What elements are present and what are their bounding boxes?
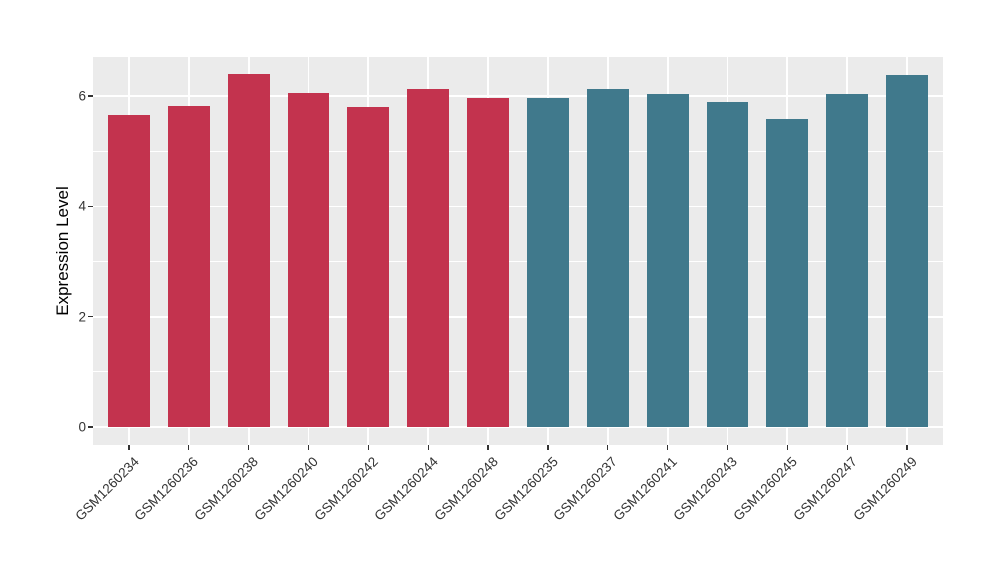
- y-tick-label-0: 0: [78, 419, 86, 435]
- x-tick-mark-GSM1260236: [188, 445, 190, 450]
- bar-GSM1260238: [227, 73, 270, 427]
- x-tick-mark-GSM1260241: [666, 445, 669, 450]
- x-tick-mark-GSM1260248: [487, 445, 489, 450]
- minor-gridline-y-3: [93, 261, 943, 263]
- x-tick-mark-GSM1260242: [367, 445, 370, 450]
- x-tick-label-GSM1260248: GSM1260248: [431, 454, 501, 524]
- x-tick-label-GSM1260247: GSM1260247: [790, 454, 860, 524]
- bar-GSM1260235: [526, 97, 569, 427]
- bar-GSM1260244: [407, 88, 450, 427]
- y-axis-title: Expression Level: [53, 186, 72, 316]
- bar-GSM1260245: [766, 119, 809, 428]
- x-tick-mark-GSM1260235: [547, 445, 549, 450]
- x-tick-mark-GSM1260244: [427, 445, 429, 450]
- x-tick-mark-GSM1260237: [607, 445, 609, 450]
- plot-panel: [93, 57, 943, 445]
- bar-GSM1260241: [646, 94, 689, 427]
- y-tick-mark-4: [88, 205, 93, 208]
- x-tick-mark-GSM1260238: [247, 445, 250, 450]
- y-tick-mark-6: [88, 95, 93, 97]
- bar-GSM1260243: [706, 102, 749, 428]
- major-gridline-y-4: [93, 205, 943, 208]
- x-tick-label-GSM1260245: GSM1260245: [730, 454, 800, 524]
- major-gridline-y-6: [93, 95, 943, 98]
- x-tick-mark-GSM1260240: [307, 445, 310, 450]
- y-tick-label-6: 6: [78, 88, 86, 104]
- bar-GSM1260236: [167, 106, 210, 428]
- minor-gridline-y-1: [93, 371, 943, 373]
- bar-GSM1260237: [586, 88, 629, 427]
- x-tick-label-GSM1260242: GSM1260242: [311, 454, 381, 524]
- bar-GSM1260242: [347, 106, 390, 428]
- x-tick-label-GSM1260244: GSM1260244: [371, 454, 441, 524]
- y-tick-mark-2: [88, 316, 93, 318]
- minor-gridline-y-5: [93, 150, 943, 152]
- major-gridline-y-0: [93, 426, 943, 428]
- y-tick-label-4: 4: [78, 198, 86, 214]
- x-tick-label-GSM1260249: GSM1260249: [850, 454, 920, 524]
- bar-GSM1260249: [886, 74, 929, 428]
- bar-GSM1260248: [467, 98, 509, 427]
- x-tick-mark-GSM1260249: [906, 445, 908, 450]
- bar-GSM1260240: [287, 92, 330, 428]
- x-tick-mark-GSM1260247: [846, 445, 848, 450]
- x-tick-mark-GSM1260245: [786, 445, 789, 450]
- major-gridline-y-2: [93, 315, 943, 318]
- bar-GSM1260247: [826, 93, 869, 427]
- y-tick-label-2: 2: [78, 309, 86, 325]
- x-tick-mark-GSM1260243: [726, 445, 729, 450]
- bar-GSM1260234: [107, 115, 150, 428]
- y-tick-mark-0: [88, 426, 93, 428]
- x-tick-mark-GSM1260234: [128, 445, 130, 450]
